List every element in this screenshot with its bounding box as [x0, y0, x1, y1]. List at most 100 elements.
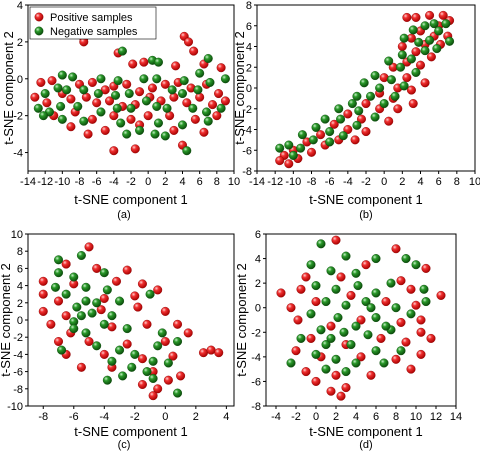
positive-sample-point	[406, 364, 416, 374]
y-tick-label: -4	[13, 148, 23, 160]
positive-sample-point	[147, 83, 157, 93]
negative-sample-point	[153, 57, 163, 67]
negative-sample-point	[321, 364, 331, 374]
y-tick-label: 4	[17, 281, 23, 293]
negative-sample-point	[411, 260, 421, 270]
y-tick-label: 4	[17, 0, 23, 12]
positive-sample-point	[341, 383, 351, 393]
positive-sample-point	[46, 319, 56, 329]
positive-sample-point	[54, 296, 64, 306]
negative-sample-point	[216, 103, 226, 113]
positive-sample-point	[87, 114, 97, 124]
negative-sample-point	[72, 302, 82, 312]
positive-sample-point	[438, 10, 448, 20]
negative-sample-point	[203, 53, 213, 63]
negative-sample-point	[333, 313, 343, 323]
x-tick-label: 4	[417, 176, 423, 188]
x-tick-label: 0	[145, 176, 151, 188]
legend-label-negative: Negative samples	[50, 26, 138, 38]
negative-sample-point	[366, 91, 376, 101]
negative-sample-point	[130, 349, 140, 359]
negative-sample-point	[54, 255, 64, 265]
y-tick-label: 2	[255, 278, 261, 290]
negative-sample-point	[341, 367, 351, 377]
y-tick-label: -10	[7, 401, 23, 413]
x-axis-label-d: t-SNE component 1	[309, 424, 422, 439]
positive-sample-point	[107, 322, 117, 332]
negative-sample-point	[152, 101, 162, 111]
x-tick-label: -2	[291, 411, 301, 423]
negative-sample-point	[316, 325, 326, 335]
positive-sample-point	[100, 125, 110, 135]
negative-sample-point	[195, 68, 205, 78]
negative-sample-point	[38, 111, 48, 121]
y-tick-label: 6	[255, 229, 261, 241]
y-tick-label: 8	[246, 0, 252, 12]
negative-sample-point	[142, 367, 152, 377]
y-tick-label: 6	[246, 21, 252, 33]
negative-sample-point	[111, 90, 121, 100]
negative-sample-point	[50, 282, 60, 292]
positive-sample-point	[361, 127, 371, 137]
x-tick-label: 6	[436, 176, 442, 188]
positive-sample-point	[92, 98, 102, 108]
negative-sample-point	[341, 251, 351, 261]
negative-sample-point	[102, 285, 112, 295]
negative-sample-point	[145, 289, 155, 299]
negative-sample-point	[179, 76, 189, 86]
positive-sample-point	[109, 111, 119, 121]
negative-sample-point	[205, 77, 215, 87]
negative-sample-point	[366, 303, 376, 313]
positive-sample-point	[130, 291, 140, 301]
y-tick-label: -2	[13, 332, 23, 344]
negative-sample-point	[406, 54, 416, 64]
positive-sample-point	[402, 73, 412, 83]
negative-sample-point	[117, 46, 127, 56]
positive-sample-point	[284, 159, 294, 169]
negative-sample-point	[338, 131, 348, 141]
positive-sample-point	[411, 47, 421, 57]
positive-sample-point	[326, 386, 336, 396]
scatter-points-b	[275, 10, 455, 169]
negative-sample-point	[153, 341, 163, 351]
negative-sample-point	[386, 278, 396, 288]
negative-sample-point	[384, 56, 394, 66]
negative-sample-point	[336, 114, 346, 124]
negative-sample-point	[370, 112, 380, 122]
y-tick-label: -6	[13, 367, 23, 379]
negative-sample-point	[79, 116, 89, 126]
negative-sample-point	[135, 125, 145, 135]
positive-sample-point	[61, 259, 71, 269]
x-tick-label: 2	[162, 176, 168, 188]
negative-sample-point	[160, 131, 170, 141]
negative-sample-point	[99, 319, 109, 329]
positive-sample-point	[195, 92, 205, 102]
negative-sample-point	[153, 118, 163, 128]
x-tick-label: 0	[162, 411, 168, 423]
negative-sample-point	[379, 358, 389, 368]
positive-sample-point	[381, 297, 391, 307]
negative-sample-point	[325, 127, 335, 137]
x-tick-label: 12	[430, 411, 442, 423]
positive-sample-point	[401, 337, 411, 347]
x-tick-label: 4	[179, 176, 185, 188]
negative-sample-point	[81, 328, 91, 338]
x-tick-label: -4	[343, 176, 353, 188]
y-tick-label: -2	[13, 111, 23, 123]
axes-d: -4 -2 0 2 4 6 8 10 12 14 -8 -6 -4 -2 0 2 4 6	[251, 229, 462, 423]
negative-sample-point	[118, 371, 128, 381]
negative-sample-point	[420, 46, 430, 56]
negative-sample-point	[386, 75, 396, 85]
positive-sample-point	[148, 391, 158, 401]
negative-sample-point	[311, 349, 321, 359]
positive-sample-point	[366, 370, 376, 380]
positive-sample-point	[122, 339, 132, 349]
negative-sample-point	[62, 85, 72, 95]
positive-sample-point	[426, 52, 436, 62]
x-tick-label: 4	[353, 411, 359, 423]
y-tick-label: -8	[242, 166, 252, 178]
panel-caption-d: (d)	[359, 439, 372, 451]
x-tick-label: 8	[214, 176, 220, 188]
